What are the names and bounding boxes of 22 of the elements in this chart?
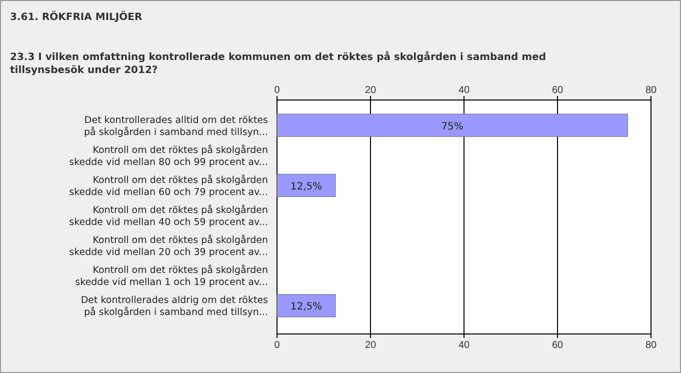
chart-subtitle: 23.3 I vilken omfattning kontrollerade kommunen om det röktes på skolgården i samband med tillsynsbesök under 2012?	[10, 51, 546, 76]
y-tick-label: Kontroll om det röktes på skolgården skedde vid mellan 40 och 59 procent av...	[69, 204, 268, 228]
x2-tick-label: 80	[645, 340, 657, 352]
y-tick-label: Det kontrollerades aldrig om det röktes på skolgården i samband med tillsyn...	[80, 295, 268, 318]
x-tick-label: 20	[364, 85, 376, 96]
text: 3.61. RÖKFRIA MILJÖER	[10, 10, 142, 23]
x2-tick-label: 20	[364, 340, 376, 352]
x-tick-label: 80	[645, 85, 657, 96]
y-tick-label: Kontroll om det röktes på skolgården skedde vid mellan 1 och 19 procent av...	[75, 264, 268, 288]
data-label: 12,5%	[290, 302, 322, 313]
y-tick-label: Kontroll om det röktes på skolgården skedde vid mellan 60 och 79 procent av...	[69, 174, 268, 198]
y-tick-label: Kontroll om det röktes på skolgården skedde vid mellan 80 och 99 procent av...	[69, 144, 268, 168]
y-tick-label: Kontroll om det röktes på skolgården skedde vid mellan 20 och 39 procent av...	[69, 234, 268, 258]
x2-tick-label: 40	[458, 340, 470, 352]
y-tick-label: Det kontrollerades alltid om det röktes på skolgården i samband med tillsyn...	[84, 114, 268, 138]
x-tick-label: 40	[458, 85, 470, 96]
data-label: 12,5%	[290, 181, 322, 192]
x-tick-label: 0	[274, 85, 280, 96]
x-tick-label: 60	[552, 85, 564, 96]
x2-tick-label: 60	[552, 340, 564, 352]
data-label: 75%	[441, 121, 464, 132]
x2-tick-label: 0	[274, 340, 280, 352]
